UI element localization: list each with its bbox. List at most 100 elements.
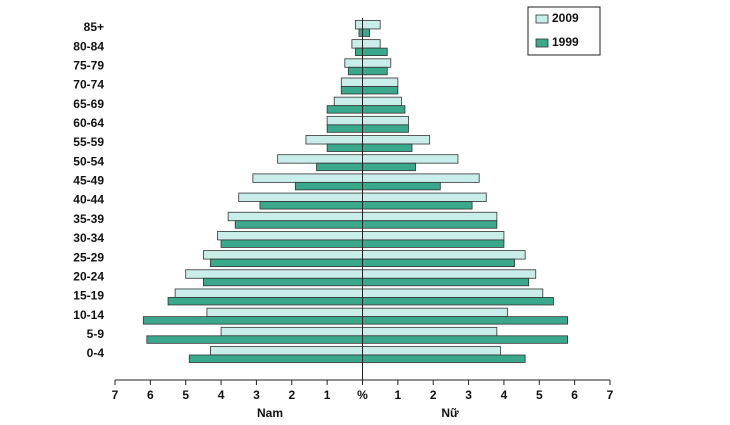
bar-female [362,162,416,172]
bar-male [220,326,363,337]
x-tick-label: 4 [501,388,508,402]
bar-male [210,258,363,268]
bar-male [316,162,363,172]
bar-female [362,211,498,222]
y-tick-label: 35-39 [73,212,104,226]
bar-female [362,316,568,325]
y-tick-label: 40-44 [73,193,104,207]
bar-female [362,335,568,344]
bar-female [362,77,399,87]
bar-male [217,231,363,241]
y-tick-label: 0-4 [87,346,105,360]
bar-female [362,58,392,68]
y-tick-label: 25-29 [73,250,104,264]
bar-female [362,354,526,363]
bar-female [362,143,413,152]
y-tick-label: 60-64 [73,116,104,130]
bar-female [362,86,399,95]
y-tick-label: 20-24 [73,269,104,283]
x-tick-label: 6 [571,388,578,402]
bar-male [351,39,363,49]
bar-male [234,220,363,229]
y-tick-label: 65-69 [73,97,104,111]
y-tick-label: 45-49 [73,174,104,188]
bar-male [326,105,363,114]
bar-male [220,239,363,248]
bar-female [362,239,505,248]
bar-male [294,181,363,191]
bar-female [362,269,537,279]
bar-female [362,258,515,268]
y-tick-label: 85+ [84,20,104,34]
bar-male [167,297,363,306]
bar-female [362,288,544,298]
x-tick-label: 4 [218,388,225,402]
bar-male [202,250,363,260]
bar-male [227,211,363,222]
bar-female [362,20,381,30]
y-tick-label: 80-84 [73,39,104,53]
bar-female [362,96,402,107]
bar-male [206,307,363,318]
bar-female [362,231,505,241]
bar-male [333,96,363,107]
bar-male [344,58,363,68]
y-tick-label: 15-19 [73,289,104,303]
bar-female [362,220,498,229]
bar-female [362,66,388,76]
x-tick-label: 3 [465,388,472,402]
bar-male [326,124,363,133]
y-tick-label: 5-9 [87,327,105,341]
bar-female [362,28,370,37]
bar-male [340,77,363,87]
bar-male [185,269,363,279]
bar-male [355,20,363,30]
legend-label: 2009 [552,11,579,25]
bar-female [362,277,530,287]
x-tick-label: 6 [147,388,154,402]
x-tick-label: 3 [253,388,260,402]
bar-male [326,143,363,152]
x-tick-label: 2 [288,388,295,402]
bar-female [362,105,406,114]
bar-female [362,307,508,318]
bar-female [362,154,459,164]
bar-female [362,135,431,145]
x-label-right: Nữ [441,406,459,420]
bar-male [202,277,363,287]
bar-female [362,115,409,126]
bar-male [340,86,363,95]
y-tick-label: 10-14 [73,308,104,322]
y-tick-label: 75-79 [73,58,104,72]
bar-male [358,28,363,37]
x-tick-label: 7 [607,388,614,402]
x-tick-label: 7 [112,388,119,402]
bar-female [362,326,498,337]
x-tick-label: 5 [182,388,189,402]
x-tick-label: 1 [395,388,402,402]
bar-female [362,192,487,202]
x-label-left: Nam [257,406,283,420]
bar-male [188,354,363,363]
x-tick-label: 5 [536,388,543,402]
bar-male [305,135,363,145]
bar-male [238,192,363,202]
bar-female [362,297,554,306]
legend-swatch [535,14,549,24]
bar-female [362,124,409,133]
y-tick-label: 55-59 [73,135,104,149]
bar-male [142,316,363,325]
bar-male [355,47,363,57]
bar-female [362,181,441,191]
x-tick-label: % [357,388,368,402]
x-tick-label: 1 [324,388,331,402]
y-tick-label: 70-74 [73,78,104,92]
bar-male [174,288,363,298]
bar-male [347,66,363,76]
bar-male [259,201,363,210]
bar-female [362,39,381,49]
bar-female [362,346,501,356]
bar-female [362,201,473,210]
bar-male [210,346,363,356]
bar-male [146,335,363,344]
